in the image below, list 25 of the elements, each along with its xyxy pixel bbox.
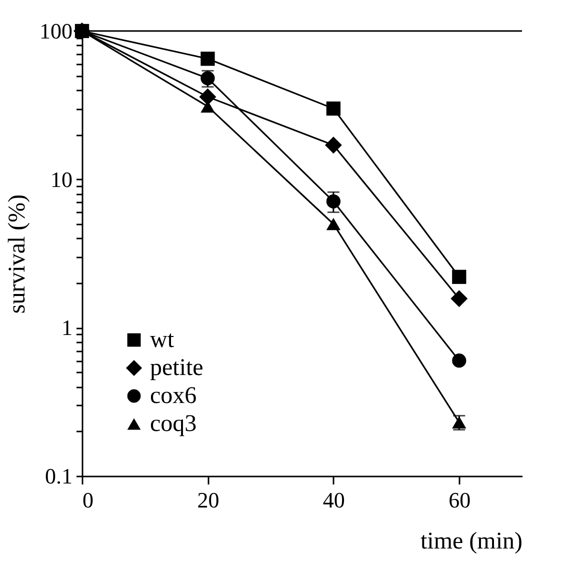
point [452,270,466,284]
x-tick-label: 60 [448,488,471,512]
legend-label: cox6 [150,383,197,409]
point [450,290,468,308]
y-tick-label: 10 [50,166,72,192]
legend-label: coq3 [150,411,197,437]
point [324,136,342,154]
legend-label: petite [150,355,204,381]
y-tick-label: 1 [62,315,72,340]
x-tick-label: 20 [197,488,220,512]
y-tick-label: 0.1 [45,464,72,488]
y-axis-title: survival (%) [4,194,30,314]
y-tick-label: 100 [40,18,72,44]
x-tick-label: 0 [82,488,94,512]
point [326,101,340,116]
x-tick-label: 40 [322,488,345,512]
point [326,218,340,230]
point [200,71,215,86]
point [199,88,216,106]
point [452,416,466,428]
point [452,354,466,368]
point [326,194,340,208]
x-axis-title: time (min) [420,528,522,554]
legend-label: wt [150,327,174,353]
point [200,52,215,66]
